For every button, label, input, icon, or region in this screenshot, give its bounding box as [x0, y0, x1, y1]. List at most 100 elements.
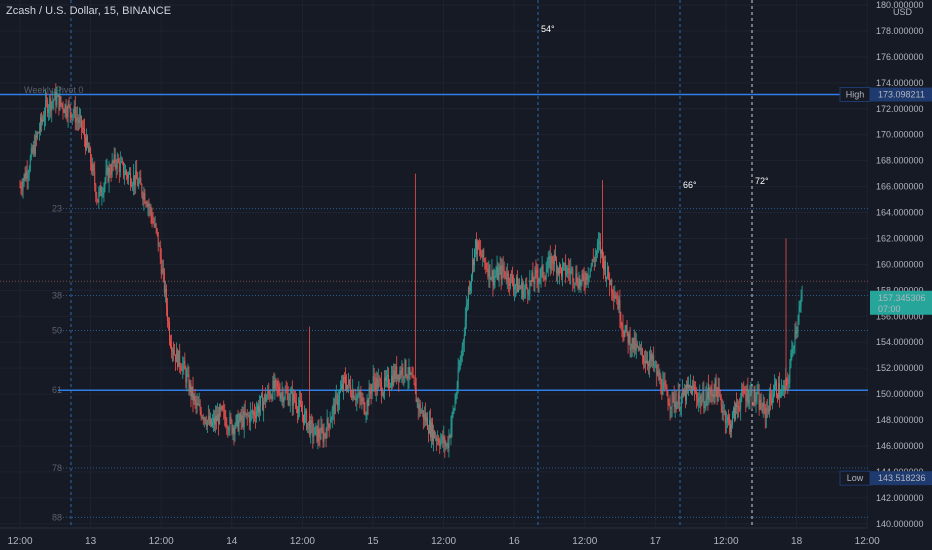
- candle-body: [33, 145, 35, 155]
- x-tick-label: 12:00: [855, 536, 880, 547]
- candle-body: [398, 374, 400, 381]
- candle-body: [801, 296, 803, 298]
- candle-body: [405, 359, 407, 377]
- time-axis[interactable]: 12:00 13 12:00 14 12:00 15 12:00 16 12:00 17 12:00…: [0, 527, 932, 550]
- candle-body: [389, 387, 391, 389]
- candle-body: [485, 262, 487, 269]
- candle-body: [20, 186, 22, 189]
- x-tick-label: 14: [226, 536, 238, 547]
- candle-body: [277, 386, 279, 387]
- candle-body: [471, 275, 472, 283]
- candle-body: [408, 367, 410, 379]
- candle-body: [26, 171, 28, 179]
- candle-body: [664, 381, 666, 387]
- candle-body: [58, 94, 60, 110]
- candle-body: [399, 370, 401, 381]
- candle-body: [248, 415, 250, 423]
- candle-body: [674, 401, 676, 407]
- candle-body: [142, 194, 144, 200]
- candle-body: [418, 403, 420, 409]
- candle-body: [669, 405, 671, 409]
- candle-body: [227, 427, 229, 431]
- candle-body: [666, 387, 668, 396]
- candle-body: [488, 264, 490, 277]
- candle-body: [651, 354, 653, 361]
- candle-body: [135, 170, 137, 186]
- candle-body: [337, 401, 339, 406]
- y-tick-label: 158.000000: [876, 285, 924, 295]
- candle-body: [648, 364, 650, 367]
- candle-body: [509, 274, 511, 287]
- candle-body: [381, 395, 383, 396]
- candle-body: [112, 161, 114, 164]
- candle-body: [746, 388, 748, 402]
- candle-body: [739, 409, 741, 410]
- candle-body: [265, 394, 267, 402]
- candle-body: [613, 294, 615, 299]
- candle-body: [401, 367, 403, 376]
- candle-body: [555, 260, 557, 274]
- candle-body: [374, 382, 376, 392]
- candle-body: [219, 406, 221, 425]
- candle-body: [668, 404, 670, 406]
- candle-body: [406, 376, 408, 379]
- candle-body: [503, 270, 505, 272]
- candle-body: [122, 162, 124, 176]
- candle-body: [173, 350, 175, 354]
- candle-body: [726, 417, 728, 422]
- candle-body: [353, 390, 355, 400]
- candle-body: [136, 170, 138, 180]
- candle-body: [490, 277, 492, 280]
- candle-body: [300, 400, 301, 405]
- candle-body: [258, 405, 259, 413]
- candle-body: [28, 170, 30, 175]
- angle-lines: 54° 66° 72°: [70, 0, 769, 528]
- candle-body: [270, 396, 272, 398]
- candle-body: [409, 367, 411, 375]
- candle-body: [616, 298, 618, 300]
- candle-body: [383, 377, 385, 393]
- candle-body: [123, 174, 125, 176]
- candle-body: [710, 389, 712, 392]
- candle-body: [101, 194, 103, 196]
- candle-body: [456, 387, 458, 396]
- candle-body: [645, 361, 646, 364]
- candle-body: [642, 355, 644, 363]
- candle-body: [361, 398, 363, 402]
- candle-body: [472, 259, 473, 276]
- candle-body: [772, 395, 774, 399]
- candle-body: [466, 303, 468, 305]
- candle-body: [478, 241, 480, 249]
- candle-body: [251, 411, 253, 414]
- candle-body: [450, 426, 452, 437]
- candle-body: [111, 161, 113, 175]
- candle-body: [554, 254, 556, 261]
- candle-body: [308, 421, 310, 424]
- candle-body: [228, 429, 230, 431]
- candle-body: [335, 395, 337, 397]
- candle-body: [146, 203, 148, 207]
- candle-body: [378, 379, 380, 381]
- candle-body: [183, 360, 185, 365]
- candle-body: [644, 361, 645, 363]
- candle-body: [519, 285, 521, 288]
- candle-body: [204, 417, 206, 423]
- candle-body: [575, 273, 577, 283]
- candle-body: [218, 414, 220, 425]
- candle-body: [688, 385, 689, 388]
- candle-body: [460, 356, 462, 362]
- candle-body: [192, 386, 194, 401]
- candle-body: [354, 398, 356, 400]
- candle-body: [667, 395, 669, 405]
- candle-body: [141, 184, 143, 195]
- candle-body: [262, 394, 264, 411]
- candle-body: [133, 175, 135, 186]
- candle-body: [39, 130, 40, 134]
- candle-body: [95, 184, 97, 197]
- candle-body: [105, 170, 107, 180]
- candle-body: [718, 386, 720, 395]
- candle-body: [798, 311, 800, 322]
- candle-body: [479, 248, 481, 250]
